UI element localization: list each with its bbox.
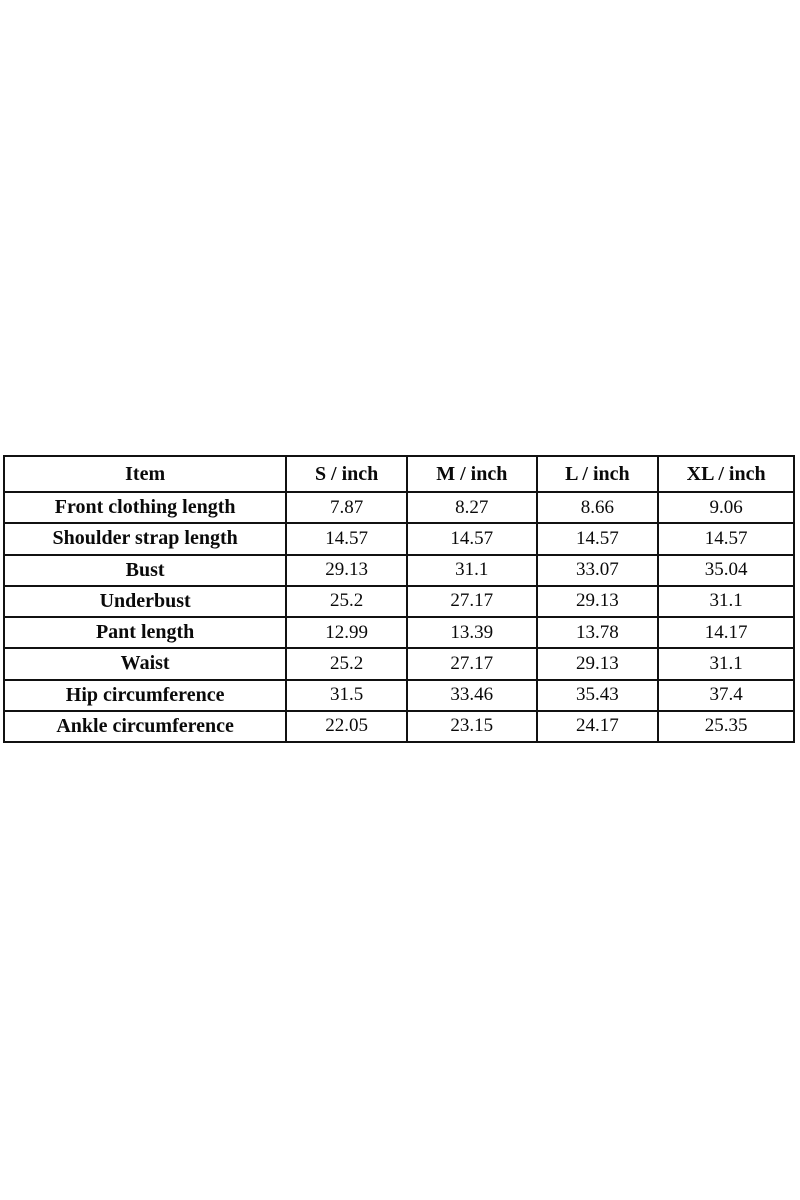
table-cell: 31.1 (657, 647, 795, 681)
table-cell: 13.39 (405, 615, 538, 650)
table-cell: 27.17 (405, 647, 538, 681)
table-row: Ankle circumference 22.05 23.15 24.17 25… (2, 709, 795, 744)
row-label: Ankle circumference (2, 709, 288, 744)
table-cell: 14.57 (535, 522, 660, 556)
table-cell: 8.66 (535, 490, 660, 525)
table-row: Front clothing length 7.87 8.27 8.66 9.0… (2, 490, 795, 525)
table-row: Bust 29.13 31.1 33.07 35.04 (2, 553, 795, 587)
table-cell: 31.1 (405, 553, 538, 587)
table-cell: 14.57 (405, 522, 538, 556)
table-row: Underbust 25.2 27.17 29.13 31.1 (2, 584, 795, 619)
table-cell: 9.06 (657, 490, 795, 525)
row-label: Front clothing length (2, 490, 288, 525)
table-cell: 29.13 (535, 647, 660, 681)
table-cell: 22.05 (285, 709, 408, 744)
column-header-xl: XL / inch (657, 455, 795, 493)
table-cell: 25.2 (285, 584, 408, 619)
table-cell: 29.13 (535, 584, 660, 619)
table-cell: 8.27 (405, 490, 538, 525)
table-cell: 25.2 (285, 647, 408, 681)
column-header-s: S / inch (285, 455, 408, 493)
row-label: Hip circumference (2, 678, 288, 712)
table-cell: 7.87 (285, 490, 408, 525)
column-header-item: Item (2, 455, 288, 493)
table-cell: 31.5 (285, 678, 408, 712)
size-chart-table: Item S / inch M / inch L / inch XL / inc… (2, 455, 795, 744)
table-cell: 14.57 (657, 522, 795, 556)
table-row: Hip circumference 31.5 33.46 35.43 37.4 (2, 678, 795, 712)
table-cell: 24.17 (535, 709, 660, 744)
table-cell: 25.35 (657, 709, 795, 744)
table-cell: 23.15 (405, 709, 538, 744)
table-cell: 33.07 (535, 553, 660, 587)
table-cell: 35.04 (657, 553, 795, 587)
column-header-l: L / inch (535, 455, 660, 493)
table-cell: 14.57 (285, 522, 408, 556)
table-cell: 27.17 (405, 584, 538, 619)
row-label: Underbust (2, 584, 288, 619)
table-cell: 29.13 (285, 553, 408, 587)
table-cell: 33.46 (405, 678, 538, 712)
table-row: Shoulder strap length 14.57 14.57 14.57 … (2, 522, 795, 556)
table-row: Waist 25.2 27.17 29.13 31.1 (2, 647, 795, 681)
table-cell: 13.78 (535, 615, 660, 650)
table-cell: 14.17 (657, 615, 795, 650)
table-cell: 37.4 (657, 678, 795, 712)
table-cell: 35.43 (535, 678, 660, 712)
row-label: Pant length (2, 615, 288, 650)
header-row: Item S / inch M / inch L / inch XL / inc… (2, 455, 795, 493)
column-header-m: M / inch (405, 455, 538, 493)
table-cell: 31.1 (657, 584, 795, 619)
table-row: Pant length 12.99 13.39 13.78 14.17 (2, 615, 795, 650)
row-label: Waist (2, 647, 288, 681)
table-cell: 12.99 (285, 615, 408, 650)
row-label: Bust (2, 553, 288, 587)
row-label: Shoulder strap length (2, 522, 288, 556)
